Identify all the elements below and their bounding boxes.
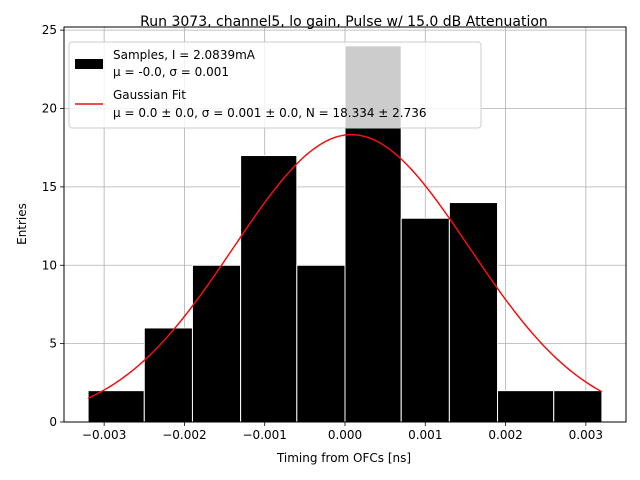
x-axis-label: Timing from OFCs [ns] xyxy=(276,451,411,465)
legend-fit-params: μ = 0.0 ± 0.0, σ = 0.001 ± 0.0, N = 18.3… xyxy=(113,106,427,120)
histogram-bar xyxy=(240,155,298,423)
legend-samples-swatch xyxy=(75,59,103,69)
y-axis-ticks: 0 5 10 15 20 25 xyxy=(42,23,64,429)
y-tick-label: 10 xyxy=(42,258,57,272)
legend-fit-label: Gaussian Fit xyxy=(113,88,186,102)
y-tick-label: 15 xyxy=(42,180,57,194)
y-tick-label: 0 xyxy=(49,415,57,429)
histogram-bars xyxy=(87,45,603,423)
legend: Samples, I = 2.0839mA μ = -0.0, σ = 0.00… xyxy=(68,41,482,129)
histogram-bar xyxy=(191,264,242,423)
histogram-bar xyxy=(296,264,346,423)
y-tick-label: 20 xyxy=(42,102,57,116)
legend-samples-label: Samples, I = 2.0839mA xyxy=(113,48,256,62)
legend-box xyxy=(68,41,482,129)
histogram-bar xyxy=(448,202,499,423)
x-tick-label: −0.003 xyxy=(82,428,126,442)
histogram-bar xyxy=(143,327,193,423)
x-tick-label: −0.001 xyxy=(243,428,287,442)
y-tick-label: 25 xyxy=(42,23,57,37)
x-tick-label: 0.000 xyxy=(328,428,362,442)
x-axis-ticks: −0.003 −0.002 −0.001 0.000 0.001 0.002 0.003 xyxy=(82,422,603,442)
histogram-bar xyxy=(400,217,450,423)
legend-samples-stats: μ = -0.0, σ = 0.001 xyxy=(113,65,229,79)
histogram-bar xyxy=(87,390,145,423)
x-tick-label: 0.002 xyxy=(488,428,522,442)
gaussian-fit-curve xyxy=(87,133,603,399)
chart-title: Run 3073, channel5, lo gain, Pulse w/ 15… xyxy=(140,14,548,30)
y-axis-label: Entries xyxy=(15,203,29,245)
histogram-bar xyxy=(553,390,603,423)
x-tick-label: −0.002 xyxy=(162,428,206,442)
x-tick-label: 0.001 xyxy=(408,428,442,442)
y-tick-label: 5 xyxy=(49,337,57,351)
x-tick-label: 0.003 xyxy=(569,428,603,442)
histogram-bar xyxy=(497,390,555,423)
